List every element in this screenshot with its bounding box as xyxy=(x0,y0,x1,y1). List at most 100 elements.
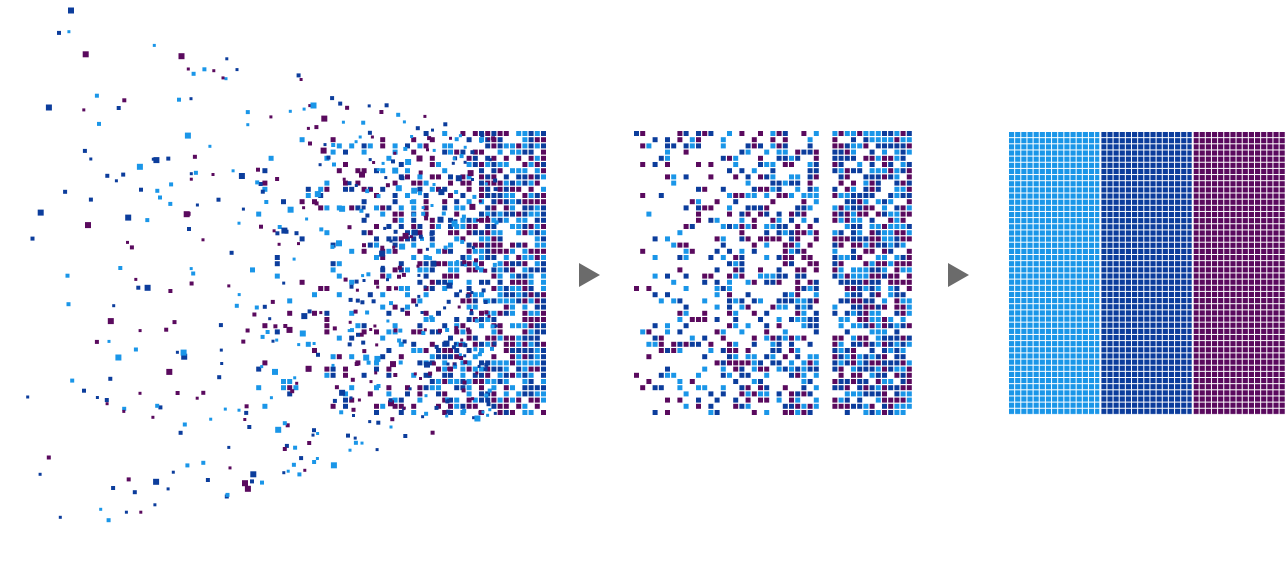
scatter-square xyxy=(274,329,280,335)
partial-grid-square xyxy=(665,323,670,329)
partial-grid-square xyxy=(844,298,850,304)
partial-grid-square xyxy=(894,279,900,285)
partial-grid-square xyxy=(894,242,900,248)
scatter-square xyxy=(429,186,435,192)
scatter-square xyxy=(201,390,206,395)
partial-grid-square xyxy=(906,149,912,155)
scatter-square xyxy=(376,194,381,199)
scatter-square xyxy=(528,391,534,397)
scatter-square xyxy=(312,310,317,316)
scatter-square xyxy=(534,391,540,397)
scatter-square xyxy=(491,310,497,316)
partial-grid-square xyxy=(869,168,875,174)
scatter-square xyxy=(287,385,293,391)
scatter-square xyxy=(429,385,435,391)
scatter-square xyxy=(341,120,345,124)
scatter-square xyxy=(393,229,398,234)
scatter-square xyxy=(463,354,467,358)
scatter-square xyxy=(528,335,534,341)
scatter-square xyxy=(481,410,485,414)
partial-grid-square xyxy=(813,174,819,180)
partial-grid-square xyxy=(882,255,887,260)
partial-grid-square xyxy=(832,248,838,254)
scatter-square xyxy=(274,261,280,267)
scatter-square xyxy=(342,177,346,181)
scatter-square xyxy=(485,366,491,372)
scatter-square xyxy=(448,348,453,353)
grid-line xyxy=(1008,180,1285,182)
partial-grid-square xyxy=(702,186,708,192)
scatter-square xyxy=(497,242,503,248)
scatter-square xyxy=(448,279,453,285)
scatter-square xyxy=(479,193,484,198)
partial-grid-square xyxy=(906,162,912,167)
scatter-square xyxy=(386,273,392,279)
scatter-square xyxy=(223,407,227,411)
partial-grid-square xyxy=(882,385,887,391)
scatter-square xyxy=(503,131,509,136)
partial-grid-square xyxy=(844,360,850,366)
scatter-square xyxy=(503,292,509,298)
scatter-square xyxy=(445,328,450,332)
partial-grid-square xyxy=(782,137,788,143)
partial-grid-square xyxy=(900,341,906,347)
scatter-square xyxy=(374,355,381,362)
partial-grid-square xyxy=(882,335,887,341)
scatter-square xyxy=(231,169,235,173)
scatter-square xyxy=(423,285,427,289)
partial-grid-square xyxy=(838,267,844,273)
scatter-square xyxy=(183,211,190,218)
scatter-square xyxy=(485,143,491,149)
partial-grid-square xyxy=(900,211,906,217)
scatter-square xyxy=(534,335,540,341)
scatter-square xyxy=(469,311,474,316)
scatter-square xyxy=(474,415,481,422)
scatter-square xyxy=(522,329,528,335)
partial-grid-square xyxy=(863,304,869,310)
scatter-square xyxy=(541,366,546,372)
partial-grid-square xyxy=(689,248,695,254)
scatter-square xyxy=(454,211,460,217)
scatter-square xyxy=(347,181,352,186)
partial-grid-square xyxy=(696,205,701,211)
partial-grid-square xyxy=(658,155,664,161)
partial-grid-square xyxy=(714,397,720,403)
scatter-square xyxy=(516,286,522,291)
partial-grid-square xyxy=(677,267,683,273)
scatter-square xyxy=(380,304,386,310)
partial-grid-square xyxy=(714,267,720,273)
scatter-square xyxy=(466,286,472,291)
partial-grid-square xyxy=(882,143,887,149)
partial-grid-square xyxy=(764,354,770,360)
partial-grid-square xyxy=(764,236,770,242)
partial-grid-square xyxy=(851,348,856,353)
scatter-square xyxy=(107,318,114,325)
scatter-square xyxy=(245,110,250,115)
partial-grid-square xyxy=(652,341,658,347)
partial-grid-square xyxy=(844,279,850,285)
scatter-square xyxy=(485,224,491,229)
partial-grid-square xyxy=(758,211,763,217)
scatter-square xyxy=(330,261,336,267)
scatter-square xyxy=(491,391,497,397)
scatter-square xyxy=(436,174,441,180)
partial-grid-square xyxy=(720,335,726,341)
scatter-square xyxy=(405,193,410,198)
scatter-square xyxy=(417,298,423,304)
scatter-square xyxy=(491,366,497,372)
grid-line xyxy=(1008,260,1285,262)
partial-grid-square xyxy=(634,131,639,136)
scatter-square xyxy=(258,182,263,186)
scatter-square xyxy=(497,379,503,384)
partial-grid-square xyxy=(733,273,739,279)
partial-grid-square xyxy=(720,391,726,397)
scatter-square xyxy=(541,236,546,242)
partial-grid-square xyxy=(708,410,714,415)
scatter-square xyxy=(485,397,491,403)
scatter-square xyxy=(380,335,386,341)
partial-grid-square xyxy=(851,286,856,291)
partial-grid-square xyxy=(906,403,912,409)
scatter-square xyxy=(436,379,441,384)
scatter-square xyxy=(503,217,509,223)
scatter-square xyxy=(466,279,472,285)
